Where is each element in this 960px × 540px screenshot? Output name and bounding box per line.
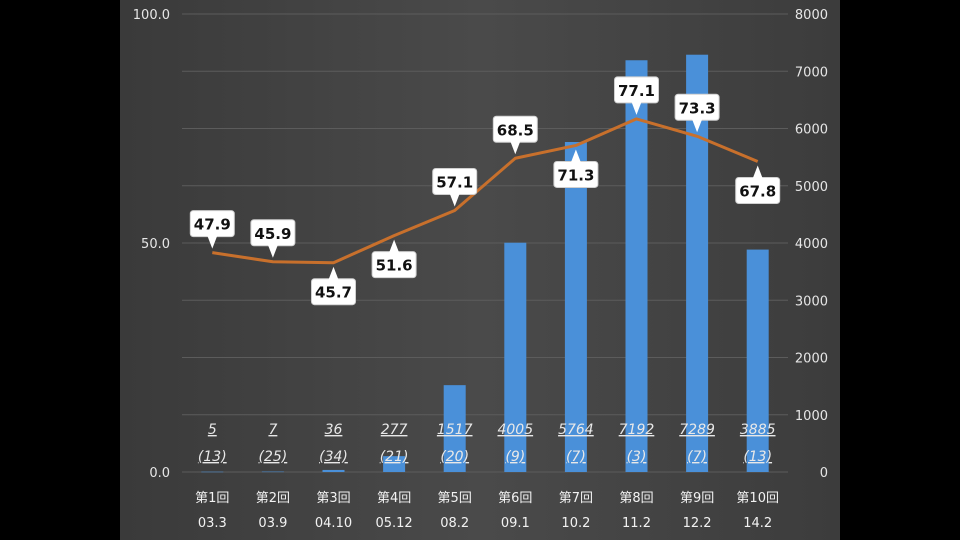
right-axis-tick: 2000	[795, 352, 828, 367]
bar-count-label: (25)	[259, 449, 288, 465]
bar-2	[261, 471, 284, 473]
callout-pointer	[449, 193, 460, 207]
category-label: 第9回	[680, 491, 714, 506]
bar-count-label: (9)	[505, 449, 525, 465]
right-axis-tick: 3000	[795, 294, 828, 309]
bar-value-label: 277	[381, 422, 408, 438]
bar-6	[504, 242, 527, 472]
category-label: 第1回	[195, 491, 229, 506]
category-label: 第8回	[619, 491, 653, 506]
line-value-label: 57.1	[436, 173, 473, 191]
callout-pointer	[570, 149, 581, 163]
line-value-label: 45.7	[315, 284, 352, 302]
bar-count-label: (13)	[743, 449, 772, 465]
right-axis-tick: 5000	[795, 180, 828, 195]
callout-pointer	[207, 235, 218, 249]
date-label: 11.2	[622, 516, 651, 531]
bar-10	[746, 249, 769, 472]
date-label: 05.12	[375, 516, 412, 531]
bar-value-label: 7289	[679, 422, 715, 438]
right-axis-tick: 4000	[795, 237, 828, 252]
bar-value-label: 7	[268, 422, 277, 438]
bar-7	[564, 142, 587, 473]
date-label: 03.9	[258, 516, 287, 531]
date-label: 14.2	[743, 516, 772, 531]
line-value-label: 73.3	[679, 99, 716, 117]
bar-count-label: (7)	[566, 449, 586, 465]
callout-pointer	[752, 165, 763, 179]
bar-4	[383, 456, 406, 472]
category-label: 第6回	[498, 491, 532, 506]
bar-value-label: 5	[208, 422, 217, 438]
chart-frame: 0.0 50.0 100.0 0 1000 2000 3000 4000 5000 6000 700…	[120, 0, 840, 540]
bar-value-label: 36	[325, 422, 343, 438]
category-label: 第2回	[256, 491, 290, 506]
line-series	[212, 117, 759, 265]
date-label: 03.3	[198, 516, 227, 531]
bar-value-label: 5764	[558, 422, 594, 438]
bar-count-label: (20)	[440, 449, 469, 465]
category-label: 第7回	[559, 491, 593, 506]
left-axis-tick: 50.0	[141, 237, 170, 252]
bar-9	[686, 54, 709, 473]
bar-5	[443, 385, 466, 472]
category-label: 第5回	[438, 491, 472, 506]
right-axis-tick: 0	[820, 466, 828, 481]
bar-8	[625, 60, 648, 473]
left-axis-tick: 100.0	[133, 8, 170, 23]
date-label: 08.2	[440, 516, 469, 531]
right-axis-tick: 8000	[795, 8, 828, 23]
bar-3	[322, 469, 345, 472]
line-value-label: 68.5	[497, 121, 534, 139]
date-label: 10.2	[561, 516, 590, 531]
right-axis-tick: 6000	[795, 123, 828, 138]
callout-pointer	[692, 119, 703, 133]
combo-chart: 0.0 50.0 100.0 0 1000 2000 3000 4000 5000 6000 700…	[133, 8, 828, 531]
bar-value-label: 3885	[740, 422, 776, 438]
line-value-label: 67.8	[739, 182, 776, 200]
bar-1	[201, 471, 224, 473]
right-axis-tick: 1000	[795, 409, 828, 424]
line-value-label: 51.6	[376, 257, 413, 275]
date-label: 09.1	[501, 516, 530, 531]
bar-count-label: (3)	[627, 449, 647, 465]
category-label: 第3回	[316, 491, 350, 506]
left-axis-tick: 0.0	[149, 466, 170, 481]
line-value-label: 45.9	[254, 225, 291, 243]
bar-count-label: (7)	[687, 449, 707, 465]
line-value-label: 77.1	[618, 82, 655, 100]
category-label: 第10回	[736, 491, 779, 506]
bar-value-label: 4005	[497, 422, 533, 438]
bar-count-label: (21)	[380, 449, 409, 465]
callout-pointer	[631, 101, 642, 115]
callout-pointer	[510, 141, 521, 155]
bar-count-label: (34)	[319, 449, 348, 465]
date-label: 12.2	[683, 516, 712, 531]
bar-value-label: 1517	[437, 422, 473, 438]
category-label: 第4回	[377, 491, 411, 506]
callout-pointer	[267, 244, 278, 258]
bar-value-label: 7192	[619, 422, 655, 438]
callout-pointer	[389, 239, 400, 253]
line-value-label: 47.9	[194, 216, 231, 234]
callout-pointer	[328, 266, 339, 280]
bar-count-label: (13)	[198, 449, 227, 465]
line-value-label: 71.3	[557, 166, 594, 184]
right-axis-tick: 7000	[795, 65, 828, 80]
date-label: 04.10	[315, 516, 352, 531]
